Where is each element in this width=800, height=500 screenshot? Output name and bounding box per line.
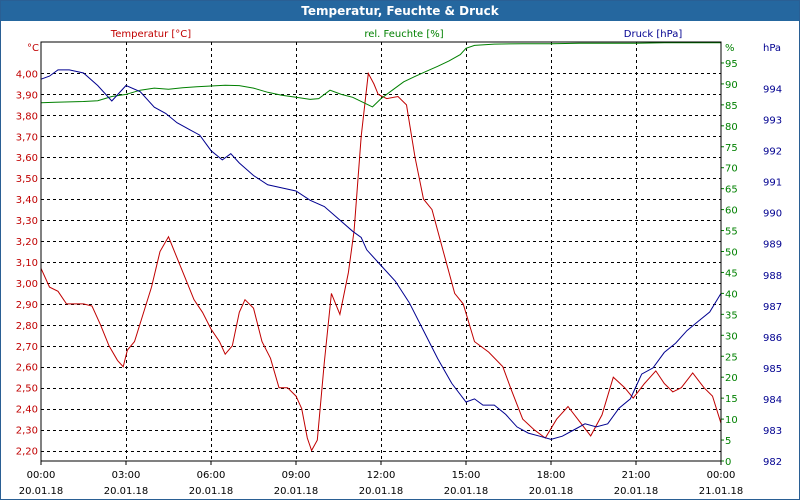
humidity-tick-label: 40 [725,289,738,300]
humidity-tick-label: 65 [725,185,738,196]
pressure-tick-label: 985 [763,364,782,375]
humidity-tick-label: 50 [725,248,738,259]
x-tick-time: 21:00 [622,470,651,481]
x-tick-time: 06:00 [197,470,226,481]
pressure-tick-label: 992 [763,147,782,158]
humidity-tick-label: 55 [725,227,738,238]
x-tick-time: 12:00 [367,470,396,481]
x-tick-date: 20.01.18 [189,486,234,497]
temp-tick-label: 3,70 [16,132,38,143]
x-tick-date: 20.01.18 [444,486,489,497]
temp-tick-label: 2,70 [16,342,38,353]
x-tick-date: 20.01.18 [19,486,64,497]
pressure-tick-label: 989 [763,240,782,251]
humidity-tick-label: 35 [725,310,738,321]
pressure-tick-label: 983 [763,426,782,437]
humidity-tick-label: 30 [725,331,738,342]
x-tick-time: 15:00 [452,470,481,481]
temp-tick-label: 2,20 [16,447,38,458]
temp-tick-label: 3,60 [16,153,38,164]
x-tick-time: 18:00 [537,470,566,481]
x-tick-time: 00:00 [707,470,736,481]
pressure-tick-label: 990 [763,209,782,220]
humidity-tick-label: 0 [725,457,731,468]
temp-tick-label: 2,80 [16,321,38,332]
x-tick-time: 09:00 [282,470,311,481]
pressure-tick-label: 987 [763,302,782,313]
plot-border [40,41,722,462]
humidity-tick-label: 85 [725,101,738,112]
legend-pressure: Druck [hPa] [624,29,683,40]
pressure-tick-label: 993 [763,116,782,127]
temp-tick-label: 3,90 [16,90,38,101]
pressure-tick-label: 988 [763,271,782,282]
pressure-axis-unit: hPa [763,43,781,54]
humidity-tick-label: 45 [725,268,738,279]
temp-tick-label: 2,40 [16,405,38,416]
temp-tick-label: 2,30 [16,426,38,437]
humidity-tick-label: 60 [725,206,738,217]
humidity-line [40,42,721,108]
humidity-tick-label: 75 [725,143,738,154]
temp-tick-label: 3,10 [16,258,38,269]
humidity-tick-label: 70 [725,164,738,175]
pressure-tick-label: 982 [763,457,782,468]
chart-title: Temperatur, Feuchte & Druck [1,1,799,21]
temp-tick-label: 3,30 [16,216,38,227]
temperature-line [40,71,722,452]
humidity-tick-label: 80 [725,122,738,133]
temp-tick-label: 2,50 [16,384,38,395]
x-tick-date: 20.01.18 [274,486,319,497]
temp-tick-label: 3,20 [16,237,38,248]
humidity-tick-label: 15 [725,394,738,405]
legend-temperature: Temperatur [°C] [110,29,191,40]
humidity-tick-label: 95 [725,59,738,70]
pressure-tick-label: 984 [763,395,782,406]
temp-tick-label: 3,80 [16,111,38,122]
x-tick-time: 03:00 [112,470,141,481]
temp-tick-label: 2,90 [16,300,38,311]
pressure-tick-label: 994 [763,85,782,96]
x-tick-date: 20.01.18 [529,486,574,497]
x-tick-date: 20.01.18 [359,486,404,497]
temp-tick-label: 3,40 [16,195,38,206]
x-tick-date: 20.01.18 [614,486,659,497]
pressure-line [40,69,722,440]
humidity-axis-unit: % [725,43,735,54]
pressure-tick-label: 986 [763,333,782,344]
humidity-tick-label: 25 [725,352,738,363]
x-tick-date: 21.01.18 [699,486,744,497]
humidity-tick-label: 90 [725,80,738,91]
legend-humidity: rel. Feuchte [%] [364,29,443,40]
temp-tick-label: 3,50 [16,174,38,185]
x-tick-date: 20.01.18 [104,486,149,497]
temp-axis-unit: °C [27,43,39,54]
humidity-tick-label: 10 [725,415,738,426]
humidity-tick-label: 20 [725,373,738,384]
temp-tick-label: 2,60 [16,363,38,374]
temp-tick-label: 4,00 [16,69,38,80]
humidity-tick-label: 5 [725,436,731,447]
pressure-tick-label: 991 [763,178,782,189]
x-tick-time: 00:00 [27,470,56,481]
temp-tick-label: 3,00 [16,279,38,290]
